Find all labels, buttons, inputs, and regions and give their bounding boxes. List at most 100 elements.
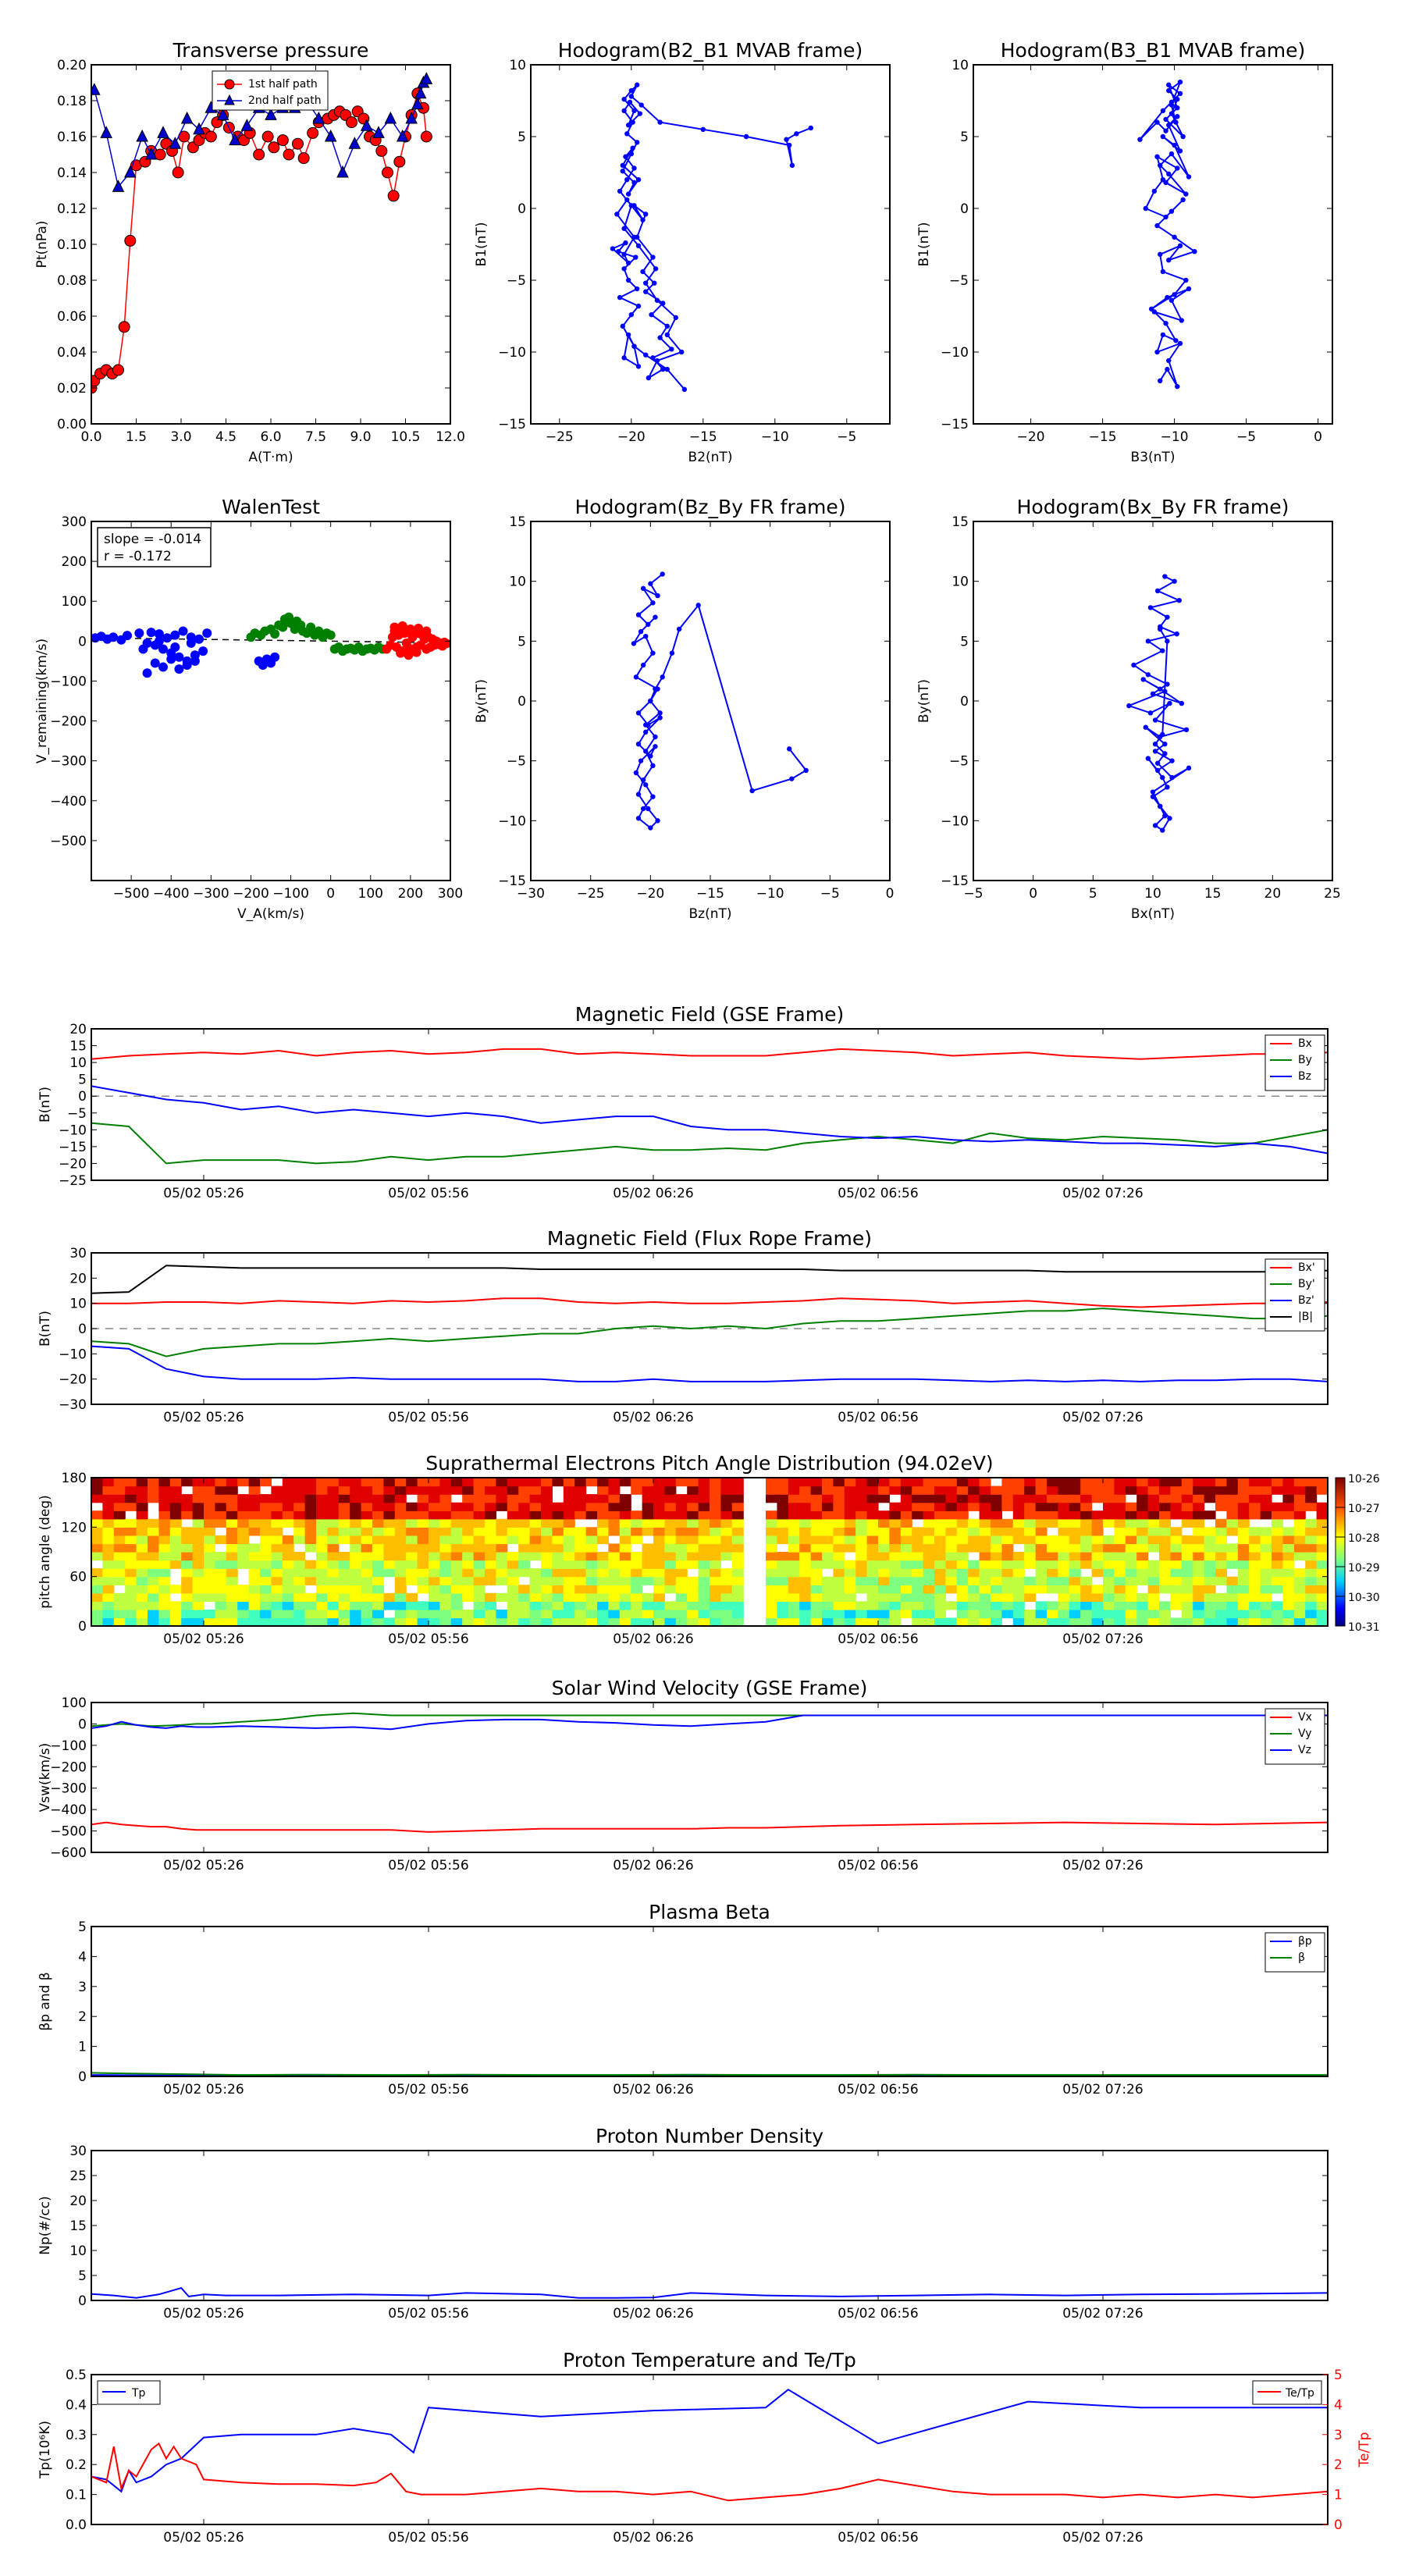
y-tick-label: 0.00 [57,417,87,432]
heatmap-cell [1069,1527,1081,1536]
heatmap-cell [136,1592,148,1602]
heatmap-cell [991,1485,1002,1495]
heatmap-cell [462,1568,475,1578]
heatmap-cell [282,1560,294,1569]
data-point [631,108,637,114]
heatmap-cell [226,1552,238,1561]
data-point [634,234,640,240]
heatmap-cell [597,1485,609,1495]
heatmap-cell [619,1535,631,1545]
data-point [1152,742,1158,747]
heatmap-cell [462,1576,475,1585]
heatmap-cell [1125,1518,1137,1528]
heatmap-cell [788,1502,800,1511]
data-point [643,749,649,754]
heatmap-cell [372,1510,384,1520]
heatmap-cell [204,1527,215,1536]
heatmap-cell [1249,1560,1261,1569]
heatmap-cell [91,1543,103,1553]
heatmap-cell [1249,1609,1261,1619]
series-line-b [91,1265,1328,1294]
data-point [640,585,646,592]
data-point [631,165,637,171]
heatmap-cell [394,1601,407,1610]
heatmap-cell [552,1543,564,1553]
heatmap-cell [338,1592,350,1602]
heatmap-cell [1024,1478,1037,1487]
heatmap-cell [766,1478,777,1487]
heatmap-cell [788,1568,800,1578]
y-tick-label: −400 [50,794,87,809]
heatmap-cell [574,1617,587,1626]
data-point [679,349,685,355]
heatmap-cell [1069,1502,1081,1511]
heatmap-cell [485,1552,496,1561]
y-tick-label: −600 [50,1845,87,1861]
data-point [1183,191,1189,197]
heatmap-cell [1024,1609,1037,1619]
data-point [1165,785,1170,790]
heatmap-cell [687,1617,699,1626]
heatmap-cell [642,1518,654,1528]
heatmap-cell [810,1535,823,1545]
heatmap-cell [833,1552,845,1561]
heatmap-cell [450,1543,463,1553]
data-point [324,129,337,142]
heatmap-cell [1091,1485,1104,1495]
heatmap-cell [945,1527,958,1536]
heatmap-cell [788,1552,800,1561]
heatmap-cell [766,1535,777,1545]
heatmap-cell [204,1609,215,1619]
heatmap-cell [608,1510,621,1520]
heatmap-cell [1316,1592,1328,1602]
y-tick-label: −200 [50,1759,87,1775]
heatmap-cell [1024,1535,1037,1545]
heatmap-cell [934,1576,946,1585]
heatmap-cell [1237,1510,1250,1520]
heatmap-cell [1001,1527,1014,1536]
heatmap-cell [923,1560,935,1569]
y-tick-label: 2 [78,2009,87,2025]
heatmap-cell [1069,1592,1081,1602]
heatmap-cell [169,1485,182,1495]
heatmap-cell [855,1617,868,1626]
data-point [240,119,254,131]
heatmap-cell [597,1535,609,1545]
heatmap-cell [1260,1592,1272,1602]
data-point [623,154,628,159]
heatmap-cell [979,1576,991,1585]
heatmap-cell [1147,1494,1160,1503]
heatmap-cell [248,1552,261,1561]
heatmap-cell [417,1560,429,1569]
heatmap-cell [642,1510,654,1520]
heatmap-cell [653,1510,665,1520]
heatmap-cell [1103,1617,1115,1626]
heatmap-cell [204,1568,215,1578]
data-point [648,581,653,586]
heatmap-cell [822,1502,834,1511]
x-tick-label: 15 [1204,886,1222,902]
heatmap-cell [338,1535,350,1545]
heatmap-cell [406,1617,418,1626]
heatmap-cell [1237,1494,1250,1503]
data-point [158,644,168,654]
heatmap-cell [1193,1494,1205,1503]
heatmap-cell [1316,1535,1328,1545]
heatmap-cell [822,1535,834,1545]
heatmap-cell [574,1502,587,1511]
heatmap-cell [350,1518,362,1528]
data-point [405,111,418,124]
data-point [144,147,158,160]
heatmap-cell [844,1568,856,1578]
series-line-te-tp [91,2442,1328,2502]
heatmap-cell [1249,1585,1261,1594]
heatmap-cell [991,1510,1002,1520]
heatmap-cell [260,1543,272,1553]
heatmap-cell [1147,1527,1160,1536]
x-tick-label: 05/02 06:26 [613,2082,693,2097]
heatmap-cell [1012,1502,1025,1511]
data-point [1163,214,1168,220]
heatmap-cell [1080,1518,1093,1528]
heatmap-cell [1125,1510,1137,1520]
heatmap-cell [945,1585,958,1594]
